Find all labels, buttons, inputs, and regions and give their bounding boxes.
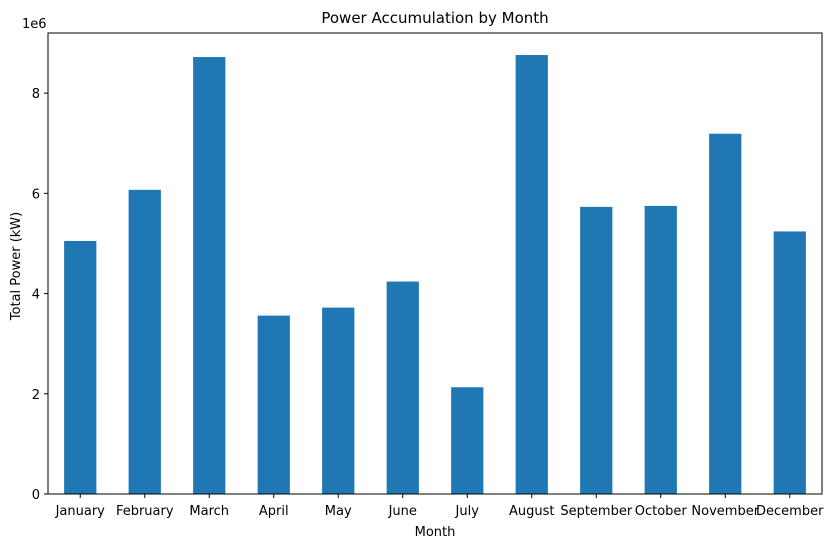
x-tick-label: September <box>560 504 633 519</box>
bar-december <box>773 231 806 495</box>
bar-november <box>709 133 742 494</box>
x-tick-label: December <box>756 504 824 519</box>
x-tick-label: July <box>455 504 480 519</box>
y-ticks-group: 0 2 4 6 8 <box>32 87 48 503</box>
x-tick-label: May <box>325 504 352 519</box>
x-tick-label: November <box>691 504 759 519</box>
x-tick-label: April <box>259 504 289 519</box>
x-tick-label: August <box>509 504 555 519</box>
y-tick-label: 2 <box>32 388 40 403</box>
bar-october <box>644 205 677 494</box>
bar-september <box>580 206 613 494</box>
y-tick-label: 6 <box>32 187 40 202</box>
bar-july <box>451 387 484 494</box>
x-ticks-group: January February March April May June July Augu… <box>55 494 824 519</box>
plot-frame <box>47 32 823 495</box>
y-axis-label: Total Power (kW) <box>9 212 24 321</box>
bar-june <box>386 281 419 494</box>
x-axis-label: Month <box>415 525 456 540</box>
x-tick-label: October <box>635 504 688 519</box>
bar-march <box>193 57 226 494</box>
x-tick-label: January <box>55 504 106 519</box>
y-axis-offset-label: 1e6 <box>22 17 47 32</box>
bar-april <box>257 315 290 494</box>
x-tick-label: March <box>189 504 229 519</box>
bar-august <box>515 55 548 495</box>
x-tick-label: June <box>388 504 417 519</box>
y-tick-label: 4 <box>32 288 40 303</box>
bar-january <box>64 240 97 494</box>
bars-group <box>64 55 806 495</box>
bar-february <box>128 189 161 494</box>
chart-title: Power Accumulation by Month <box>321 9 548 27</box>
y-tick-label: 8 <box>32 87 40 102</box>
bar-may <box>322 307 355 494</box>
x-tick-label: February <box>116 504 174 519</box>
y-tick-label: 0 <box>32 488 40 503</box>
